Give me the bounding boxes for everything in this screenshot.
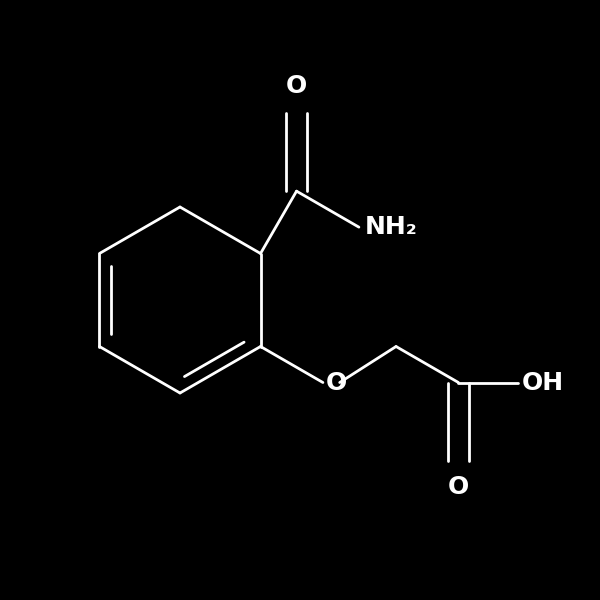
- Text: NH₂: NH₂: [365, 215, 418, 239]
- Text: O: O: [448, 475, 469, 499]
- Text: O: O: [326, 370, 347, 395]
- Text: O: O: [286, 74, 307, 98]
- Text: OH: OH: [521, 370, 563, 395]
